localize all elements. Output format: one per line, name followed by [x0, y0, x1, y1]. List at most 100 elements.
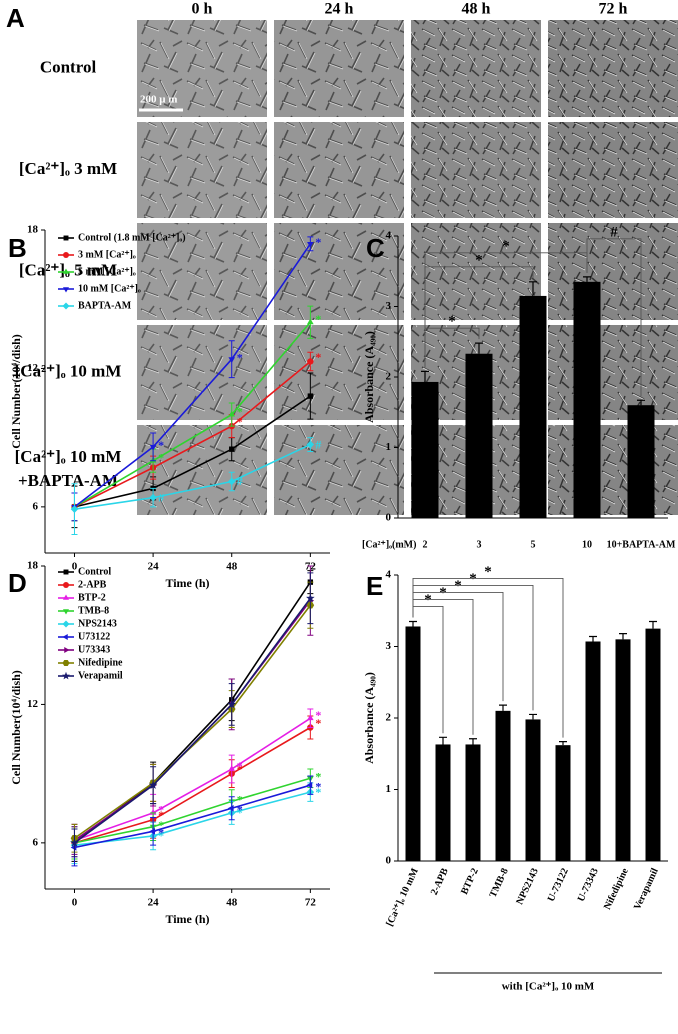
annotation: * [158, 818, 164, 832]
marker [149, 493, 157, 502]
micrograph [274, 325, 404, 420]
error-bar [499, 704, 507, 711]
y-tick-label: 3 [386, 640, 392, 652]
annotation: * [237, 414, 243, 428]
y-tick-label: 6 [33, 836, 39, 848]
series-line [74, 597, 311, 844]
x-tick-label: U-73122 [546, 867, 571, 904]
micrograph [137, 223, 267, 320]
x-tick-label: 2 [423, 539, 428, 550]
annotation: * [237, 762, 243, 776]
micrograph [137, 20, 267, 117]
x-tick-label: 72 [305, 897, 317, 909]
marker [149, 828, 155, 835]
legend-marker [62, 659, 70, 667]
marker [307, 241, 314, 248]
series-line [74, 726, 311, 844]
marker [227, 804, 234, 812]
error-bar [421, 370, 429, 382]
y-axis-label: Cell Number(10⁴/dish) [9, 670, 23, 785]
annotation: * [237, 793, 243, 807]
legend-label: Verapamil [78, 670, 123, 681]
legend-marker [62, 671, 70, 680]
y-tick-label: 18 [27, 224, 39, 236]
legend-marker [62, 268, 70, 274]
marker [70, 505, 79, 513]
micrograph [411, 223, 541, 320]
bar [465, 744, 481, 861]
marker [227, 699, 237, 709]
annotation: * [315, 708, 321, 722]
significance-label: * [448, 314, 456, 330]
x-tick-label: TMB-8 [488, 867, 511, 900]
column-header: 72 h [599, 1, 628, 18]
legend-label: 2-APB [78, 579, 107, 590]
x-tick-label: 0 [72, 897, 78, 909]
annotation: * [315, 779, 321, 793]
series-line [74, 360, 311, 508]
bar [465, 353, 493, 518]
legend-label: 5 mM [Ca²⁺]ₒ [78, 266, 136, 277]
legend-label: 3 mM [Ca²⁺]ₒ [78, 249, 136, 260]
annotation: * [237, 350, 243, 364]
panel-letter: E [366, 571, 383, 601]
legend-marker [62, 609, 70, 615]
y-axis-label: Absorbance (A₄₉₀) [362, 672, 376, 764]
bar [573, 281, 601, 518]
marker [307, 358, 314, 365]
series-line [74, 717, 311, 842]
scale-bar-label: 200 μ m [140, 94, 177, 106]
error-bar [589, 635, 597, 642]
annotation: # [158, 490, 164, 504]
micrograph [274, 122, 404, 218]
y-axis-label: Absorbance (A₄₉₀) [362, 331, 376, 423]
bar [519, 295, 547, 518]
significance-bracket [412, 578, 564, 738]
annotation: * [315, 716, 321, 730]
series-line [74, 321, 311, 508]
x-tick-label: 48 [226, 561, 238, 573]
panel-letter: B [8, 233, 27, 263]
x-tick-label: Verapamil [632, 866, 661, 911]
bar [555, 745, 571, 861]
error-bar [619, 633, 627, 640]
marker [228, 357, 236, 363]
micrograph [411, 20, 541, 117]
marker [306, 593, 315, 602]
error-bar [439, 736, 447, 745]
marker [229, 446, 235, 452]
error-bar [469, 738, 477, 745]
row-label: [Ca²⁺]ₒ 10 mM [15, 361, 122, 380]
bar [411, 381, 439, 518]
x-tick-label: 2-APB [429, 866, 451, 897]
x-tick-label: Nifedipine [602, 866, 631, 911]
error-bar [475, 342, 483, 354]
marker [149, 444, 157, 451]
legend-label: Control (1.8 mM [Ca²⁺]ₒ) [78, 232, 186, 243]
legend-marker [63, 569, 69, 575]
x-tick-label: 24 [148, 897, 160, 909]
x-tick-label: NPS2143 [514, 867, 540, 907]
micrograph [137, 325, 267, 420]
annotation: * [315, 312, 321, 326]
series-line [74, 443, 311, 510]
y-tick-label: 18 [27, 560, 39, 572]
legend-label: NPS2143 [78, 618, 117, 629]
legend-label: U73122 [78, 631, 110, 642]
y-tick-label: 0 [386, 512, 392, 524]
x-axis-label: [Ca²⁺]ₒ(mM) [362, 539, 416, 550]
micrograph [548, 20, 678, 117]
legend-marker [62, 302, 70, 310]
series-line [74, 604, 311, 839]
annotation: * [315, 785, 321, 799]
micrograph [137, 122, 267, 218]
annotation: * [158, 450, 164, 464]
annotation: * [158, 826, 164, 840]
bar [645, 628, 661, 861]
legend-marker [63, 582, 69, 588]
significance-bracket [586, 238, 642, 397]
annotation: * [315, 235, 321, 249]
bar [615, 639, 631, 861]
panel-letter: C [366, 233, 385, 263]
legend-label: BTP-2 [78, 592, 106, 603]
